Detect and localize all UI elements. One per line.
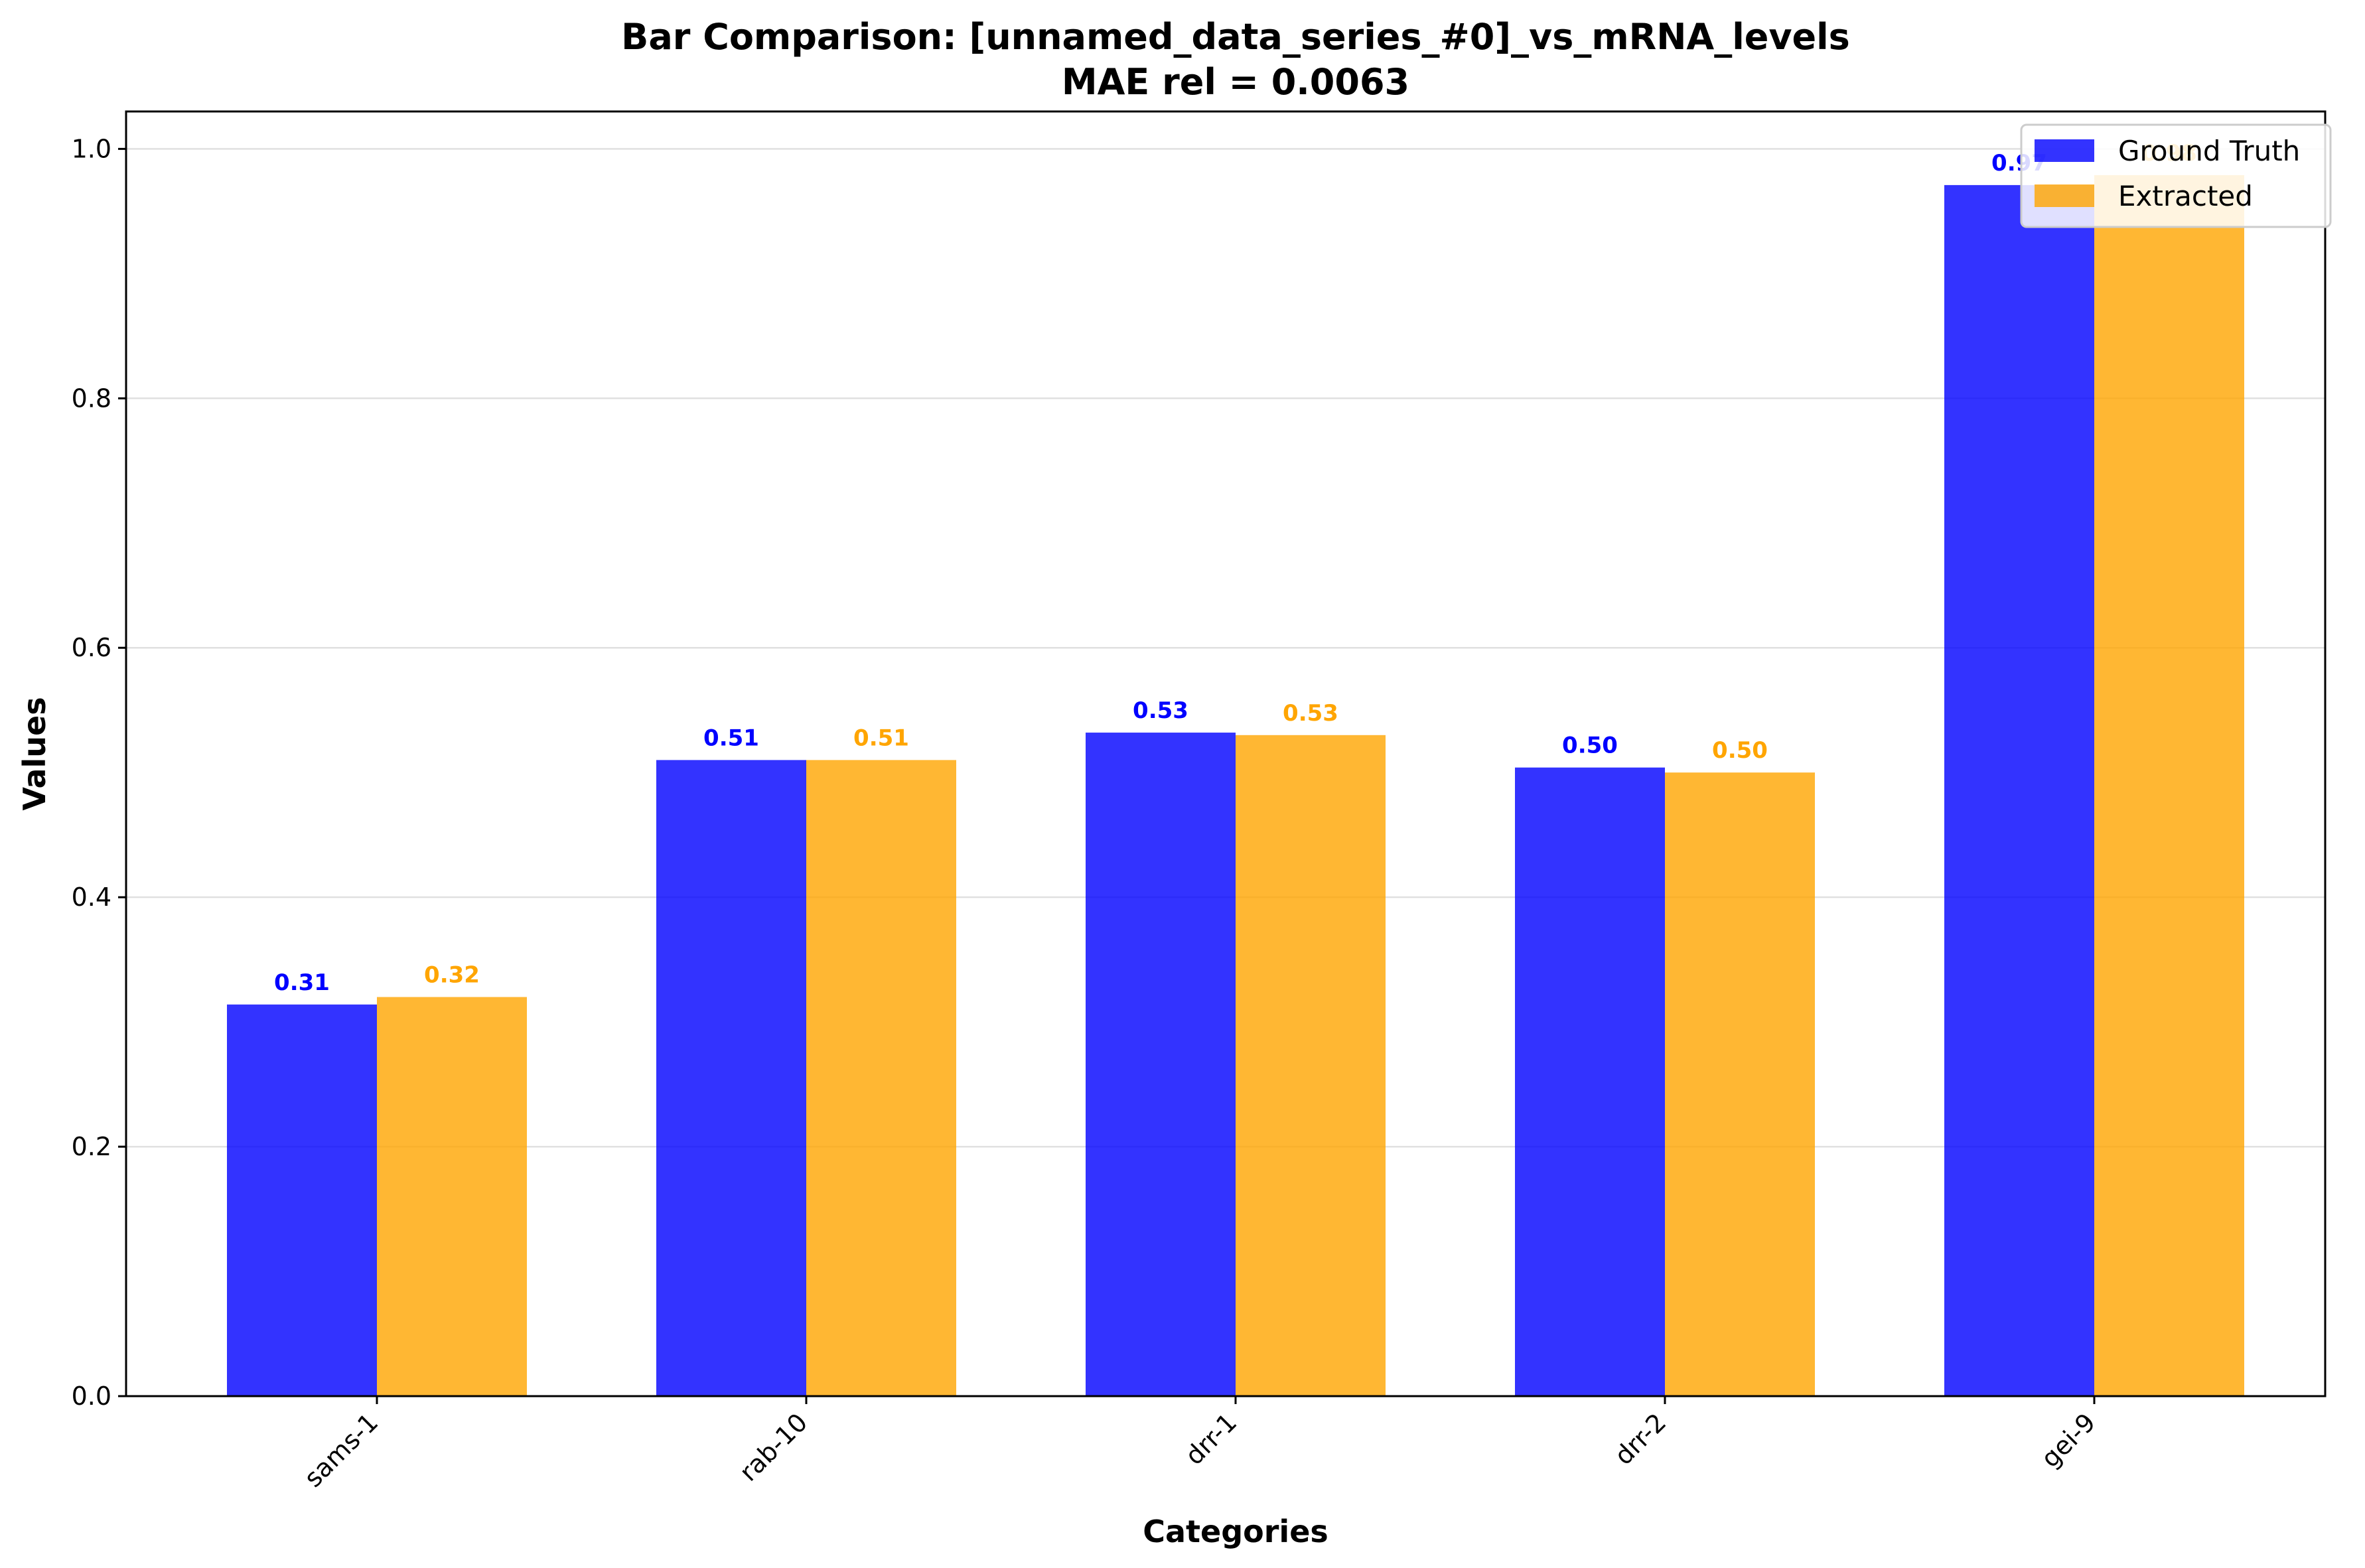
- y-axis-label: Values: [17, 697, 52, 810]
- plot-frame: [125, 110, 2327, 1397]
- x-tick-label: sams-1: [299, 1407, 384, 1493]
- bar-value-label: 0.53: [1133, 697, 1188, 724]
- bar-ground-truth-drr-2: [1515, 767, 1665, 1396]
- legend-swatch-extracted: [2035, 184, 2094, 207]
- bar-extracted-gei-9: [2094, 175, 2244, 1396]
- bar-value-label: 0.50: [1562, 733, 1618, 759]
- bar-extracted-sams-1: [377, 997, 527, 1396]
- y-tick-label: 0.2: [72, 1132, 111, 1161]
- legend-label-extracted: Extracted: [2118, 180, 2253, 212]
- x-tick-label: gei-9: [2035, 1407, 2101, 1473]
- bar-value-label: 0.53: [1283, 700, 1338, 727]
- bar-ground-truth-sams-1: [227, 1004, 377, 1396]
- y-tick-label: 0.8: [72, 384, 111, 413]
- bar-extracted-drr-2: [1665, 772, 1815, 1396]
- x-tick-label: drr-1: [1179, 1407, 1242, 1470]
- bar-extracted-rab-10: [806, 760, 956, 1396]
- x-tick-label: drr-2: [1609, 1407, 1672, 1470]
- bar-value-label: 0.51: [853, 725, 909, 751]
- x-axis-label: Categories: [1143, 1514, 1328, 1549]
- legend-swatch-ground-truth: [2035, 139, 2094, 162]
- legend: Ground Truth Extracted: [2020, 123, 2332, 228]
- x-tick-label: rab-10: [734, 1407, 814, 1487]
- y-tick-label: 0.6: [72, 633, 111, 662]
- bar-ground-truth-gei-9: [1944, 184, 2094, 1396]
- chart-subtitle: MAE rel = 0.0063: [1062, 61, 1409, 103]
- bar-value-label: 0.51: [703, 725, 759, 751]
- legend-label-ground-truth: Ground Truth: [2118, 135, 2300, 167]
- bar-ground-truth-drr-1: [1086, 733, 1236, 1396]
- bar-value-labels: 0.310.510.530.500.970.320.510.530.500.98: [274, 140, 2197, 996]
- bar-value-label: 0.50: [1712, 737, 1768, 764]
- bars: [227, 175, 2244, 1396]
- y-tick-label: 1.0: [72, 134, 111, 163]
- y-axis-ticks: 0.0 0.2 0.4 0.6 0.8 1.0: [72, 134, 126, 1411]
- bar-extracted-drr-1: [1236, 735, 1386, 1396]
- chart-title: Bar Comparison: [unnamed_data_series_#0]…: [621, 16, 1850, 58]
- legend-box: [2020, 123, 2332, 228]
- bar-ground-truth-rab-10: [656, 760, 806, 1396]
- y-tick-label: 0.4: [72, 883, 111, 912]
- bar-value-label: 0.31: [274, 969, 330, 996]
- bar-value-label: 0.32: [424, 962, 480, 989]
- x-axis-ticks: sams-1 rab-10 drr-1 drr-2 gei-9: [299, 1396, 2101, 1493]
- y-tick-label: 0.0: [72, 1382, 111, 1411]
